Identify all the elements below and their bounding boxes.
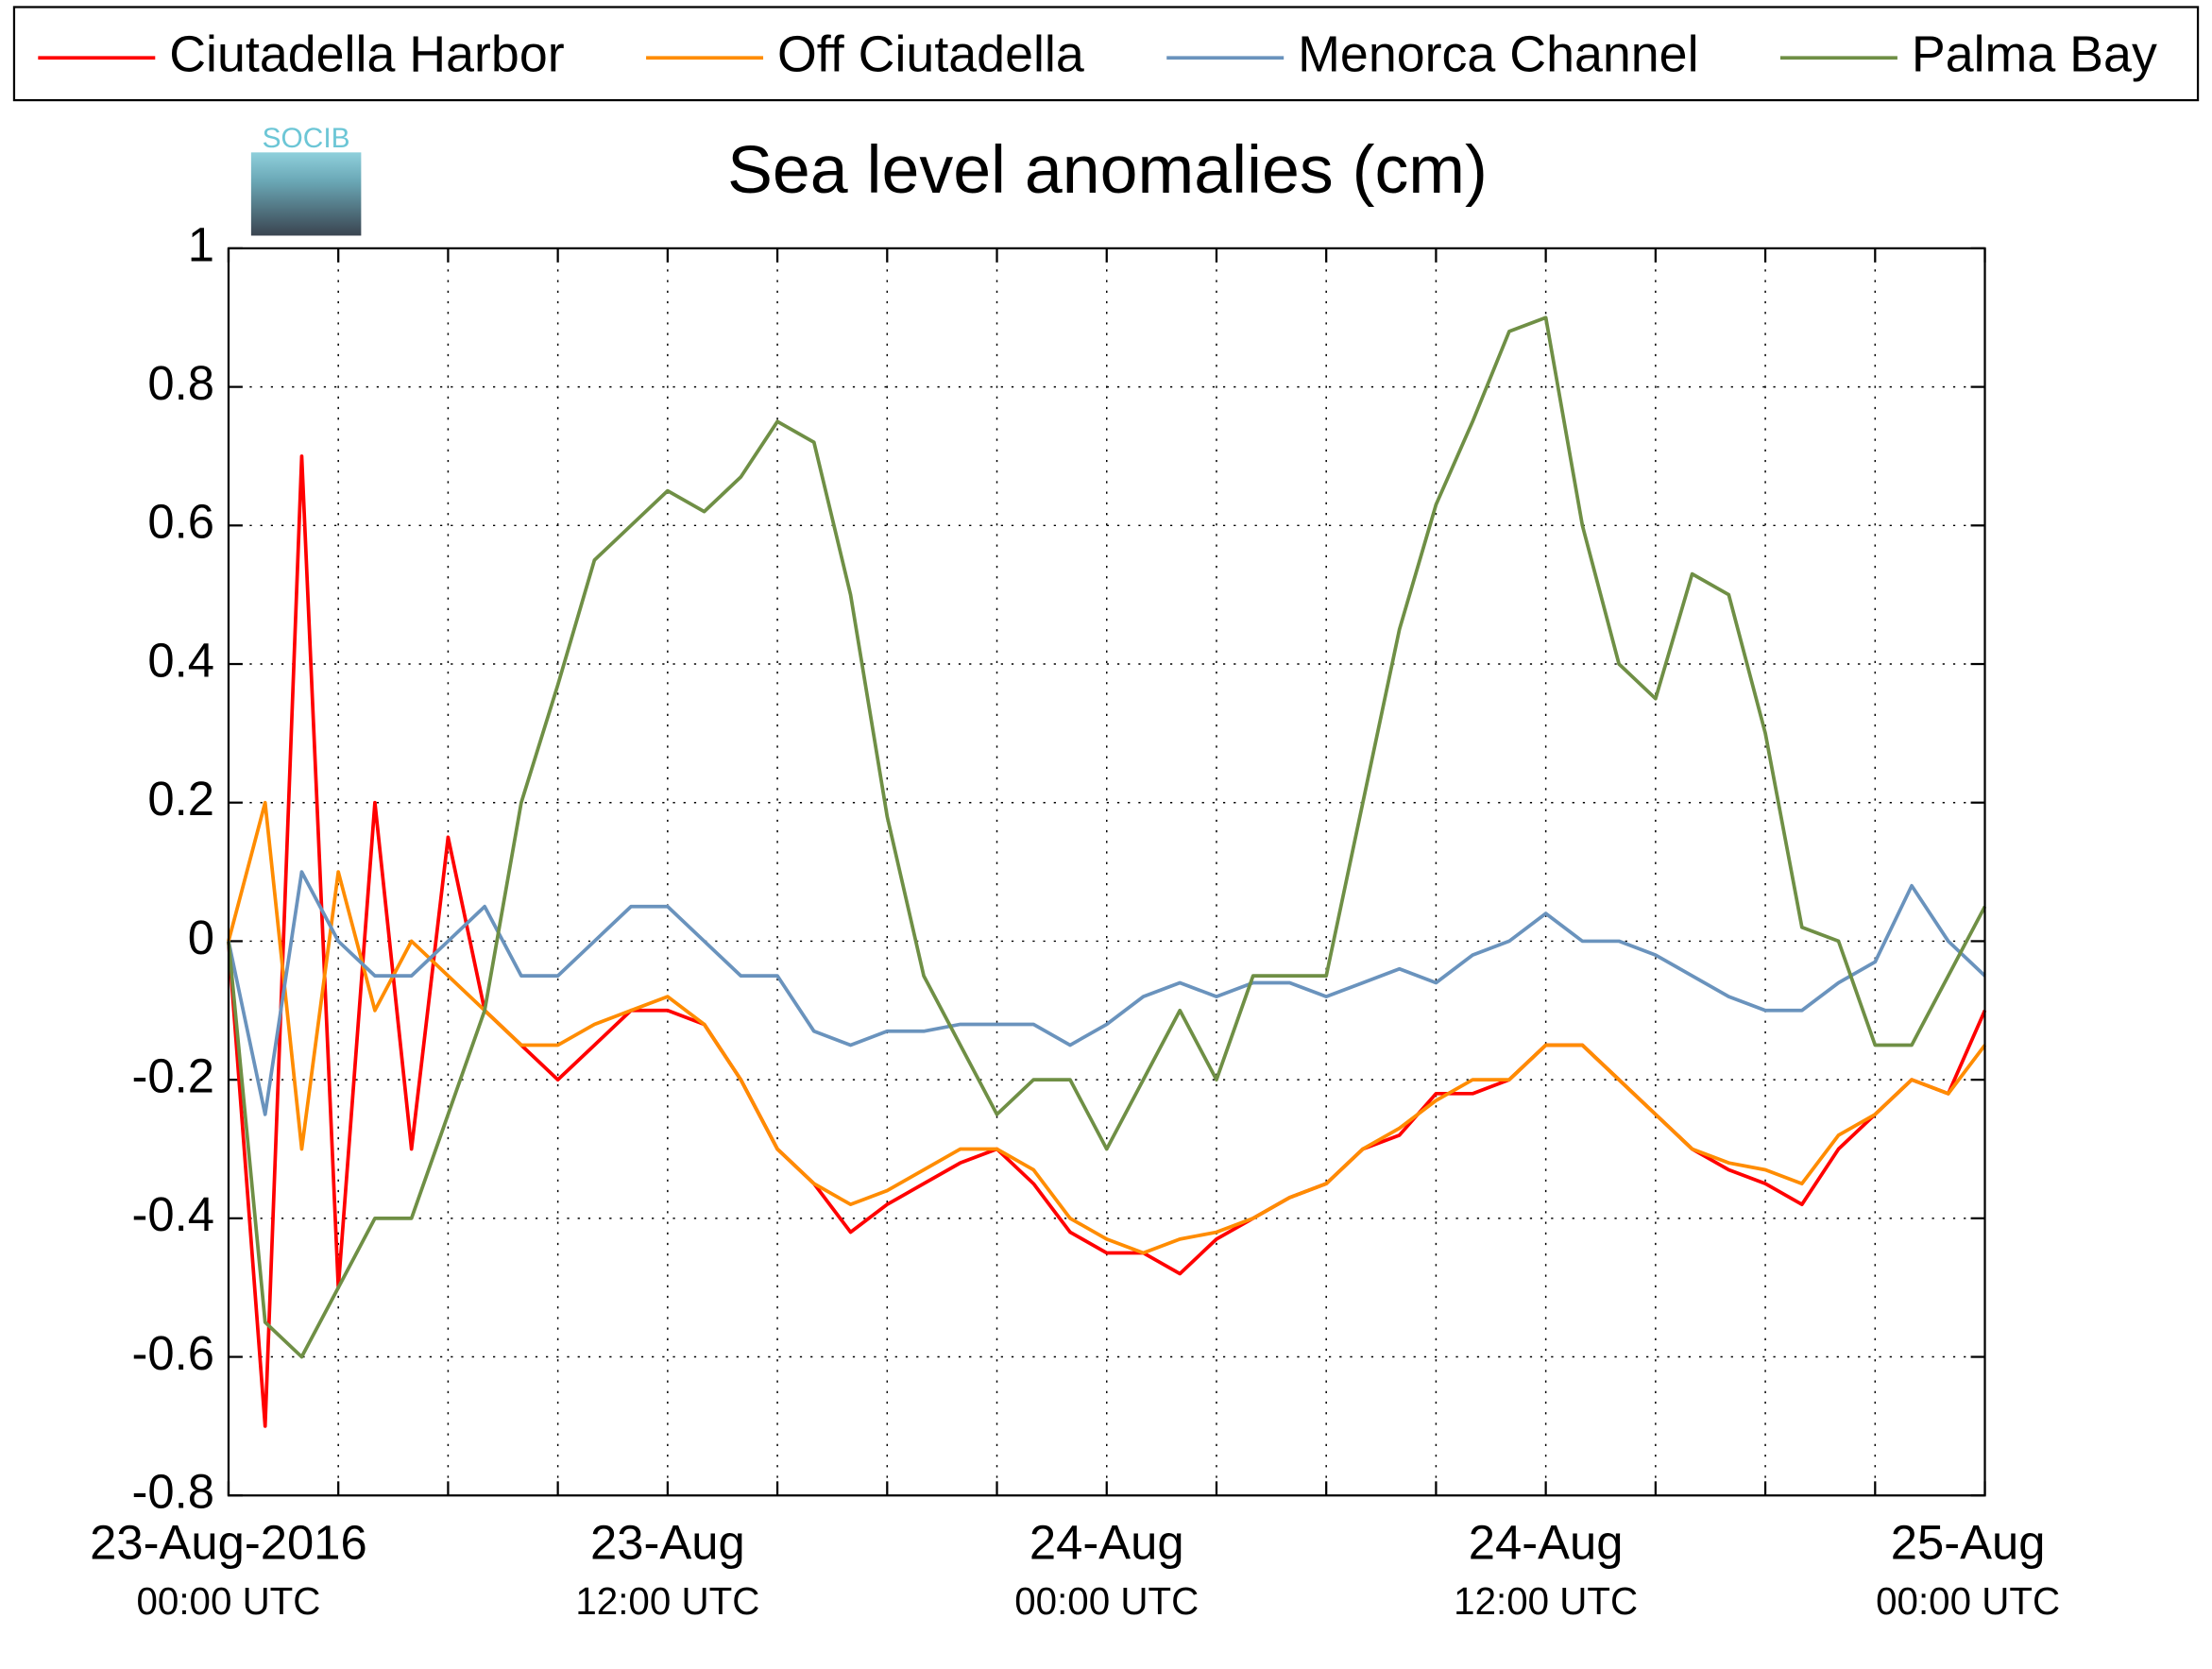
- y-tick-label: 0: [188, 911, 214, 964]
- x-tick-label: 23-Aug-2016: [90, 1515, 367, 1569]
- x-tick-label: 25-Aug: [1891, 1515, 2046, 1569]
- series-line: [227, 315, 1987, 1359]
- legend-label: Palma Bay: [1912, 26, 2157, 82]
- y-tick-label: 1: [188, 217, 214, 271]
- legend-box: [12, 6, 2200, 102]
- x-tick-label: 24-Aug: [1469, 1515, 1624, 1569]
- logo-image: [250, 152, 362, 236]
- legend-label: Ciutadella Harbor: [169, 26, 564, 82]
- y-tick-label: 0.8: [147, 356, 214, 410]
- y-tick-label: 0.2: [147, 772, 214, 826]
- y-tick-label: 0.6: [147, 495, 214, 549]
- chart-title: Sea level anomalies (cm): [727, 132, 1488, 208]
- logo-text: SOCIB: [263, 123, 350, 154]
- series-line: [227, 870, 1986, 1116]
- legend-label: Menorca Channel: [1298, 26, 1698, 82]
- y-tick-label: 0.4: [147, 633, 214, 687]
- x-tick-label: 24-Aug: [1029, 1515, 1184, 1569]
- plot-area: [228, 247, 1985, 1496]
- y-tick-label: -0.6: [132, 1326, 214, 1380]
- series-line: [227, 800, 1987, 1255]
- x-tick-sublabel: 00:00 UTC: [1876, 1579, 2060, 1623]
- x-tick-sublabel: 00:00 UTC: [1014, 1579, 1199, 1623]
- x-tick-sublabel: 12:00 UTC: [1454, 1579, 1638, 1623]
- plot-frame: [227, 247, 1986, 1497]
- y-tick-label: -0.2: [132, 1049, 214, 1103]
- x-tick-sublabel: 12:00 UTC: [575, 1579, 759, 1623]
- y-tick-label: -0.8: [132, 1465, 214, 1519]
- x-tick-sublabel: 00:00 UTC: [136, 1579, 320, 1623]
- y-tick-label: -0.4: [132, 1187, 214, 1241]
- legend-label: Off Ciutadella: [777, 26, 1084, 82]
- logo: SOCIB: [250, 123, 362, 236]
- x-tick-label: 23-Aug: [590, 1515, 745, 1569]
